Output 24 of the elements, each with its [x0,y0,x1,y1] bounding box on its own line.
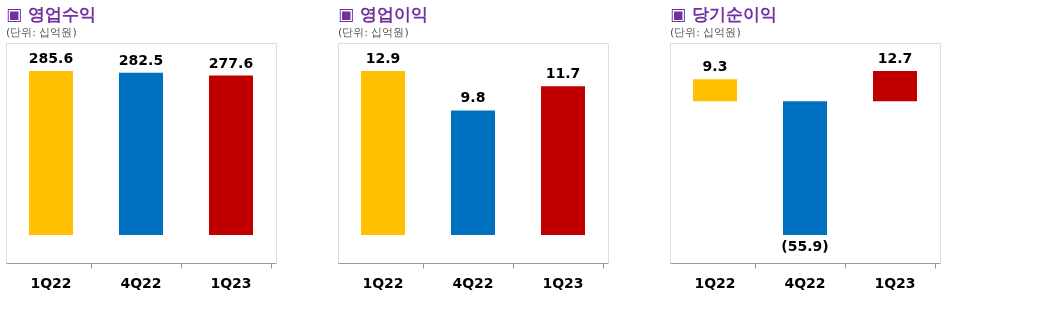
chart-subtitle: (단위: 십억원) [6,26,77,39]
x-tick-label: 4Q22 [452,274,494,291]
chart-subtitle: (단위: 십억원) [670,26,741,39]
data-label: 9.8 [460,89,486,106]
x-tick-label: 4Q22 [120,274,162,291]
x-tick-label: 4Q22 [784,274,826,291]
chart-title: ▣ 당기순이익 [670,4,777,24]
x-tick-label: 1Q22 [30,274,72,291]
data-label: 277.6 [208,54,254,71]
chart-subtitle: (단위: 십억원) [338,26,409,39]
chart-title: ▣ 영업수익 [6,4,96,24]
x-tick-label: 1Q23 [874,274,916,291]
data-label: 9.3 [702,58,728,75]
data-label: 285.6 [28,50,74,66]
data-label: 282.5 [118,51,164,68]
chart-title: ▣ 영업이익 [338,4,428,24]
x-tick-label: 1Q23 [542,274,584,291]
data-label: 12.7 [877,50,913,66]
x-tick-label: 1Q22 [694,274,736,291]
x-tick-label: 1Q23 [210,274,252,291]
data-label: (55.9) [781,238,829,254]
x-tick-label: 1Q22 [362,274,404,291]
data-label: 11.7 [545,65,581,82]
data-label: 12.9 [365,50,401,66]
